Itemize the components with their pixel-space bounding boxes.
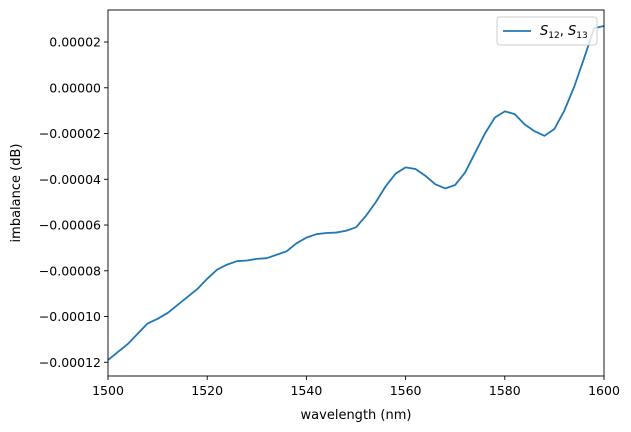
series-line [108,25,604,361]
x-tick-label: 1540 [290,383,322,398]
legend-label: S12, S13 [540,24,588,41]
legend-sub-2: 13 [576,31,587,41]
y-tick-label: −0.00008 [39,263,101,278]
plot-area-frame [107,9,605,377]
x-axis: 1500 1520 1540 1560 1580 1600 [92,376,620,398]
legend-sub-1: 12 [548,31,559,41]
y-tick-label: −0.00012 [39,355,101,370]
y-tick-label: 0.00000 [49,80,101,95]
x-tick-label: 1520 [191,383,223,398]
y-axis: −0.00012 −0.00010 −0.00008 −0.00006 −0.00004… [39,35,108,370]
legend-box [496,16,598,46]
y-tick-label: −0.00006 [39,218,101,233]
series-layer [108,25,604,361]
legend: S12, S13 [496,16,598,46]
legend-separator: , [560,24,568,39]
y-tick-label: −0.00010 [39,309,101,324]
y-tick-label: −0.00004 [39,172,101,187]
y-axis-label: imbalance (dB) [9,144,24,243]
x-tick-label: 1580 [489,383,521,398]
x-tick-label: 1600 [588,383,620,398]
x-tick-label: 1500 [92,383,124,398]
y-tick-label: 0.00002 [49,35,101,50]
legend-base-2: S [568,24,576,39]
x-tick-label: 1560 [390,383,422,398]
legend-base-1: S [540,24,548,39]
y-tick-label: −0.00002 [39,126,101,141]
x-axis-label: wavelength (nm) [301,408,412,423]
